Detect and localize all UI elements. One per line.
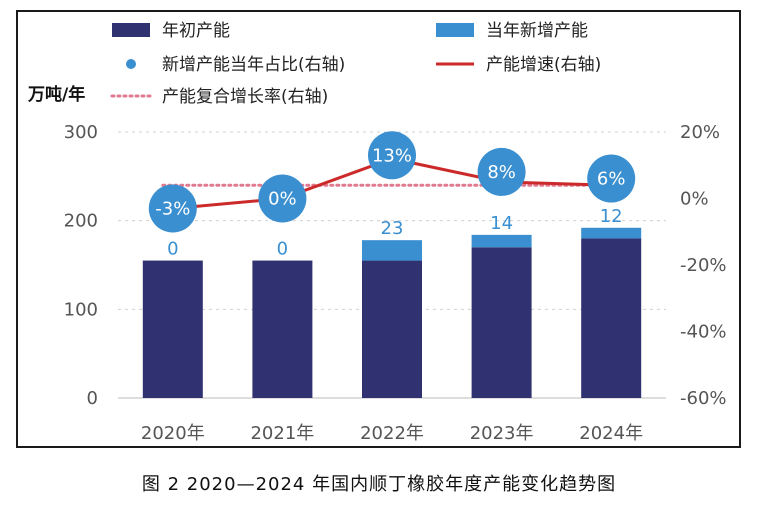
- x-tick-label: 2021年: [250, 423, 314, 444]
- x-tick-label: 2023年: [470, 423, 534, 444]
- legend-swatch: [112, 23, 150, 37]
- legend-swatch: [126, 59, 136, 69]
- y-tick-label: 200: [64, 211, 98, 232]
- y2-tick-label: -60%: [680, 388, 727, 409]
- share-bubble: [148, 184, 197, 233]
- legend-swatch: [436, 23, 474, 37]
- legend-item: 新增产能当年占比(右轴): [126, 55, 345, 75]
- y-tick-label: 0: [87, 388, 98, 409]
- x-tick-label: 2020年: [141, 423, 205, 444]
- bar-base-capacity: [581, 238, 642, 398]
- legend-item: 当年新增产能: [436, 21, 588, 41]
- bar-base-capacity: [471, 247, 532, 398]
- y2-tick-label: -40%: [680, 322, 727, 343]
- x-tick-label: 2022年: [360, 423, 424, 444]
- y-axis-unit-label: 万吨/年: [27, 84, 85, 105]
- bar-base-capacity: [252, 260, 313, 398]
- y-tick-label: 300: [64, 122, 98, 143]
- x-tick-label: 2024年: [579, 423, 643, 444]
- y2-tick-label: -20%: [680, 255, 727, 276]
- chart-frame: 0 0 23 14 12 -3% 0% 13% 8% 6% 0 100 200 300 -60% -40%…: [16, 10, 741, 448]
- bar-data-label: 0: [277, 239, 288, 260]
- bar-data-label: 0: [167, 239, 178, 260]
- legend-label: 产能增速(右轴): [486, 55, 601, 75]
- bar-new-capacity: [581, 227, 642, 239]
- y2-tick-label: 20%: [680, 122, 720, 143]
- bar-data-label: 12: [600, 206, 623, 227]
- share-bubble: [477, 147, 526, 196]
- share-bubble: [258, 174, 307, 223]
- bar-new-capacity: [362, 240, 422, 261]
- legend-item: 产能复合增长率(右轴): [110, 87, 328, 107]
- share-bubble-label: 6%: [597, 169, 626, 190]
- bar-data-label: 14: [490, 213, 513, 234]
- chart-canvas: 0 0 23 14 12 -3% 0% 13% 8% 6% 0 100 200 300 -60% -40%…: [27, 21, 727, 444]
- legend-item: 产能增速(右轴): [436, 55, 601, 75]
- bar-base-capacity: [362, 260, 422, 398]
- share-bubble: [587, 154, 636, 203]
- bar-base-capacity: [142, 260, 203, 398]
- figure-caption: 图 2 2020—2024 年国内顺丁橡胶年度产能变化趋势图: [141, 474, 617, 495]
- share-bubble-label: 0%: [268, 189, 297, 210]
- legend-label: 产能复合增长率(右轴): [162, 87, 328, 107]
- legend-label: 年初产能: [162, 21, 230, 41]
- share-bubble-label: 8%: [487, 162, 516, 183]
- legend-label: 当年新增产能: [486, 21, 588, 41]
- bar-new-capacity: [471, 234, 532, 248]
- bar-data-label: 23: [381, 218, 404, 239]
- share-bubble-label: -3%: [155, 198, 190, 219]
- legend-item: 年初产能: [112, 21, 230, 41]
- y-tick-label: 100: [64, 299, 98, 320]
- share-bubble: [368, 131, 416, 180]
- legend-label: 新增产能当年占比(右轴): [162, 55, 345, 75]
- share-bubble-label: 13%: [372, 145, 412, 166]
- y2-tick-label: 0%: [680, 189, 709, 210]
